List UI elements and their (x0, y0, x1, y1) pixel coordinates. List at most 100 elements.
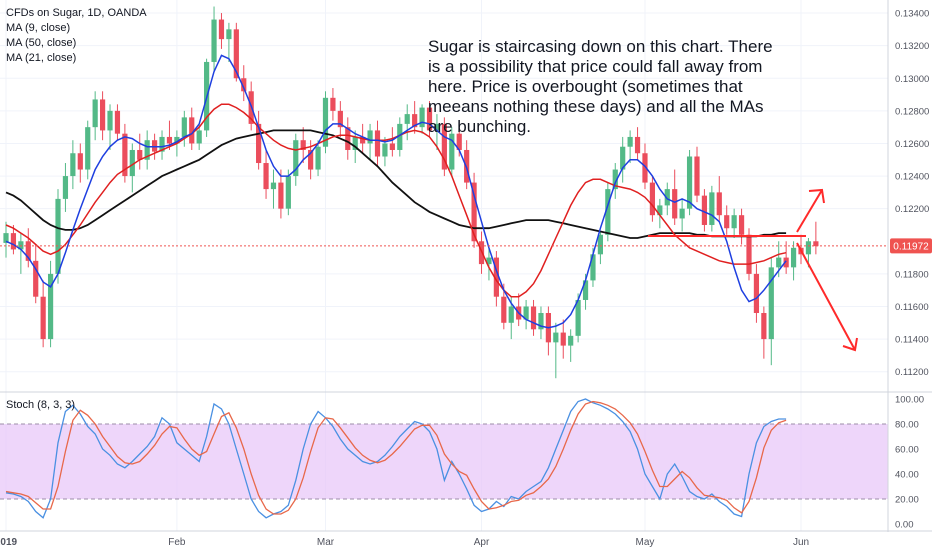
candle-body (196, 130, 202, 144)
candle-body (612, 169, 618, 190)
candle (85, 120, 91, 180)
candle (679, 198, 685, 232)
ma50-legend[interactable]: MA (50, close) (6, 37, 77, 49)
candle (449, 127, 455, 177)
candle (70, 140, 76, 190)
candle (605, 182, 611, 242)
candle-body (672, 189, 678, 219)
candle-body (166, 136, 173, 144)
candle (612, 163, 618, 199)
ma9-line (5, 54, 787, 329)
candle-body (159, 136, 165, 152)
candle (62, 163, 69, 212)
candle-body (189, 117, 195, 144)
price-tick-label: 0.13000 (895, 74, 929, 85)
candle (790, 241, 797, 281)
candle (300, 127, 306, 164)
candle-body (761, 313, 767, 340)
candle-body (634, 136, 641, 154)
stoch-lines (5, 398, 787, 519)
candle (189, 107, 195, 150)
candle (389, 127, 395, 157)
stoch-tick-label: 60.00 (895, 445, 919, 456)
candle (738, 208, 745, 245)
candle (10, 224, 17, 255)
candle (560, 319, 566, 359)
candle (568, 329, 574, 362)
ma50-line (5, 129, 787, 239)
stoch-d-line (5, 400, 787, 515)
arrow-up-icon[interactable] (796, 188, 825, 233)
arrow-down-icon[interactable] (796, 242, 858, 352)
stoch-tick-label: 40.00 (895, 470, 919, 481)
candle (278, 169, 284, 219)
candle-body (553, 332, 559, 343)
candle-body (441, 123, 447, 170)
ma9-legend[interactable]: MA (9, close) (6, 22, 71, 34)
candle (159, 130, 165, 160)
candle (768, 257, 774, 366)
annotation-note[interactable]: Sugar is staircasing down on this chart.… (428, 37, 773, 136)
candle (263, 149, 269, 199)
candle-body (746, 234, 752, 274)
candle-body (738, 215, 745, 235)
candle-body (724, 215, 730, 229)
candle-body (85, 127, 91, 170)
candle-body (360, 136, 366, 144)
candle (523, 299, 529, 330)
stoch-k-line (5, 398, 787, 519)
candle-body (107, 110, 113, 131)
candle (77, 143, 83, 183)
candle-body (701, 195, 708, 225)
ma21-legend[interactable]: MA (21, close) (6, 52, 77, 64)
price-tick-label: 0.11800 (895, 269, 929, 280)
candle (426, 101, 433, 137)
candle (441, 117, 447, 177)
last-price-badge: 0.11972 (890, 238, 932, 254)
price-tick-label: 0.11600 (895, 302, 929, 313)
candle-body (397, 123, 403, 150)
price-tick-label: 0.13200 (895, 41, 929, 52)
candle (724, 205, 730, 235)
candle (226, 22, 232, 62)
candle (137, 133, 143, 170)
price-tick-label: 0.12200 (895, 204, 929, 215)
candle (196, 123, 202, 150)
candle (129, 143, 135, 193)
candle (709, 185, 715, 232)
candle-body (10, 233, 17, 250)
candle-body (664, 189, 670, 206)
price-axis[interactable]: 0.13400 0.13200 0.13000 0.12800 0.12600 0.124… (895, 9, 929, 379)
candle-body (493, 257, 499, 297)
price-tick-label: 0.11200 (895, 367, 929, 378)
candle-body (374, 130, 381, 157)
candle-body (501, 296, 507, 323)
candle (47, 260, 54, 348)
candle-body (568, 335, 574, 346)
candle-body (790, 247, 797, 268)
candle-body (508, 306, 514, 323)
time-axis[interactable]: 2019FebMarAprMayJunJulAug (0, 537, 932, 548)
stoch-legend[interactable]: Stoch (8, 3, 3) (6, 399, 76, 411)
candle (322, 91, 329, 154)
candle-body (657, 205, 663, 216)
candle-body (152, 140, 158, 152)
candle (107, 104, 113, 150)
candle (315, 140, 321, 177)
stoch-band (0, 424, 888, 499)
symbol-title[interactable]: CFDs on Sugar, 1D, OANDA (6, 7, 147, 19)
candle (211, 6, 217, 72)
candle-body (77, 153, 83, 170)
candle-body (426, 107, 433, 131)
candle-body (813, 241, 819, 247)
stoch-axis[interactable]: 100.00 80.00 60.00 40.00 20.00 0.00 (895, 395, 924, 531)
candle-body (270, 182, 277, 190)
candle (33, 244, 39, 304)
candle-body (3, 233, 9, 243)
candle-body (389, 143, 395, 150)
candle (657, 198, 663, 229)
candle-body (300, 140, 306, 150)
candle-body (144, 140, 150, 160)
